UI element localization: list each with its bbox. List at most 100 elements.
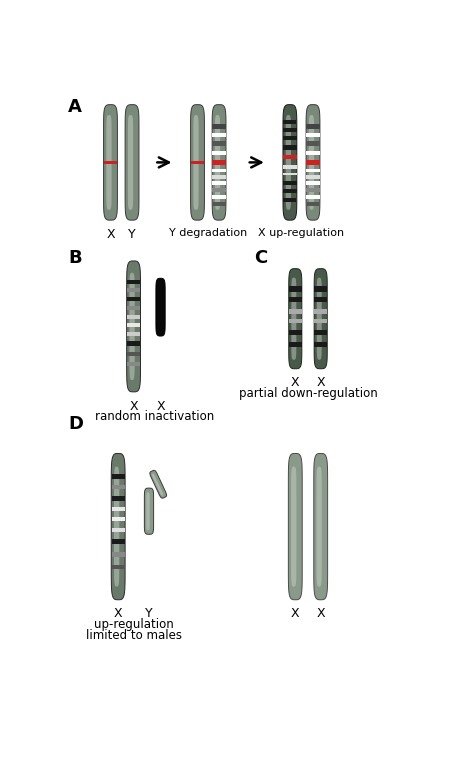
Polygon shape [212,188,226,192]
Text: up-regulation: up-regulation [94,618,173,631]
Polygon shape [314,453,328,600]
Polygon shape [306,188,319,192]
Polygon shape [146,492,150,530]
Polygon shape [212,202,226,206]
Polygon shape [106,115,111,210]
Polygon shape [306,195,319,199]
Polygon shape [283,189,297,193]
Polygon shape [292,278,296,359]
Polygon shape [111,485,125,489]
Polygon shape [104,161,117,164]
Polygon shape [283,120,296,124]
Polygon shape [111,507,125,511]
Polygon shape [111,565,125,569]
Polygon shape [314,330,327,335]
Polygon shape [212,169,226,172]
Polygon shape [212,175,226,179]
Polygon shape [127,306,140,310]
Text: D: D [68,415,83,433]
Polygon shape [193,115,199,210]
Polygon shape [314,319,327,324]
Polygon shape [291,467,296,587]
Polygon shape [212,182,226,185]
Polygon shape [212,140,226,146]
Polygon shape [127,362,140,366]
Text: X: X [106,228,115,241]
Polygon shape [127,279,140,284]
Polygon shape [111,453,125,600]
Polygon shape [306,140,319,146]
Polygon shape [111,552,125,556]
Text: Y degradation: Y degradation [169,228,247,238]
Polygon shape [127,352,140,356]
Polygon shape [289,319,301,324]
Polygon shape [283,156,297,159]
Polygon shape [283,166,297,169]
Polygon shape [289,343,301,347]
Polygon shape [150,470,166,498]
Polygon shape [156,278,165,336]
Polygon shape [306,160,319,165]
Polygon shape [307,202,319,206]
Polygon shape [289,269,302,369]
Polygon shape [127,333,140,336]
Polygon shape [111,517,125,521]
Polygon shape [289,310,301,314]
Polygon shape [127,324,140,327]
Polygon shape [314,343,327,347]
Polygon shape [314,285,327,291]
Text: A: A [68,98,82,116]
Polygon shape [314,297,327,302]
Polygon shape [314,269,327,369]
Text: Y: Y [128,228,136,241]
Polygon shape [283,128,297,132]
Polygon shape [145,488,154,534]
Text: C: C [255,250,268,267]
Polygon shape [125,105,139,221]
Text: partial down-regulation: partial down-regulation [238,388,377,401]
Polygon shape [288,453,302,600]
Polygon shape [111,539,125,544]
Text: X: X [316,376,325,389]
Polygon shape [283,136,297,140]
Text: X: X [291,376,300,389]
Polygon shape [306,133,319,137]
Polygon shape [289,330,301,335]
Polygon shape [283,105,297,221]
Polygon shape [309,115,314,210]
Polygon shape [306,175,319,179]
Text: X: X [156,400,165,413]
Text: X: X [114,607,122,620]
Polygon shape [212,195,226,199]
Polygon shape [283,172,297,175]
Polygon shape [127,297,140,301]
Polygon shape [114,467,119,587]
Text: X up-regulation: X up-regulation [258,228,345,238]
Polygon shape [127,341,140,346]
Polygon shape [306,105,320,221]
Polygon shape [111,495,125,501]
Polygon shape [306,124,319,129]
Text: X: X [129,400,138,413]
Text: B: B [68,250,82,267]
Text: Y: Y [145,607,153,620]
Polygon shape [127,261,140,392]
Text: limited to males: limited to males [86,629,182,642]
Polygon shape [317,467,322,587]
Polygon shape [283,198,296,201]
Polygon shape [103,105,118,221]
Polygon shape [191,105,204,221]
Polygon shape [127,315,140,319]
Polygon shape [128,115,133,210]
Polygon shape [306,182,319,185]
Polygon shape [306,151,319,155]
Polygon shape [112,475,125,479]
Polygon shape [314,310,327,314]
Polygon shape [127,288,140,292]
Text: X: X [316,607,325,620]
Polygon shape [317,278,322,359]
Polygon shape [215,115,220,210]
Polygon shape [212,160,226,165]
Text: random inactivation: random inactivation [95,410,214,423]
Polygon shape [306,169,319,172]
